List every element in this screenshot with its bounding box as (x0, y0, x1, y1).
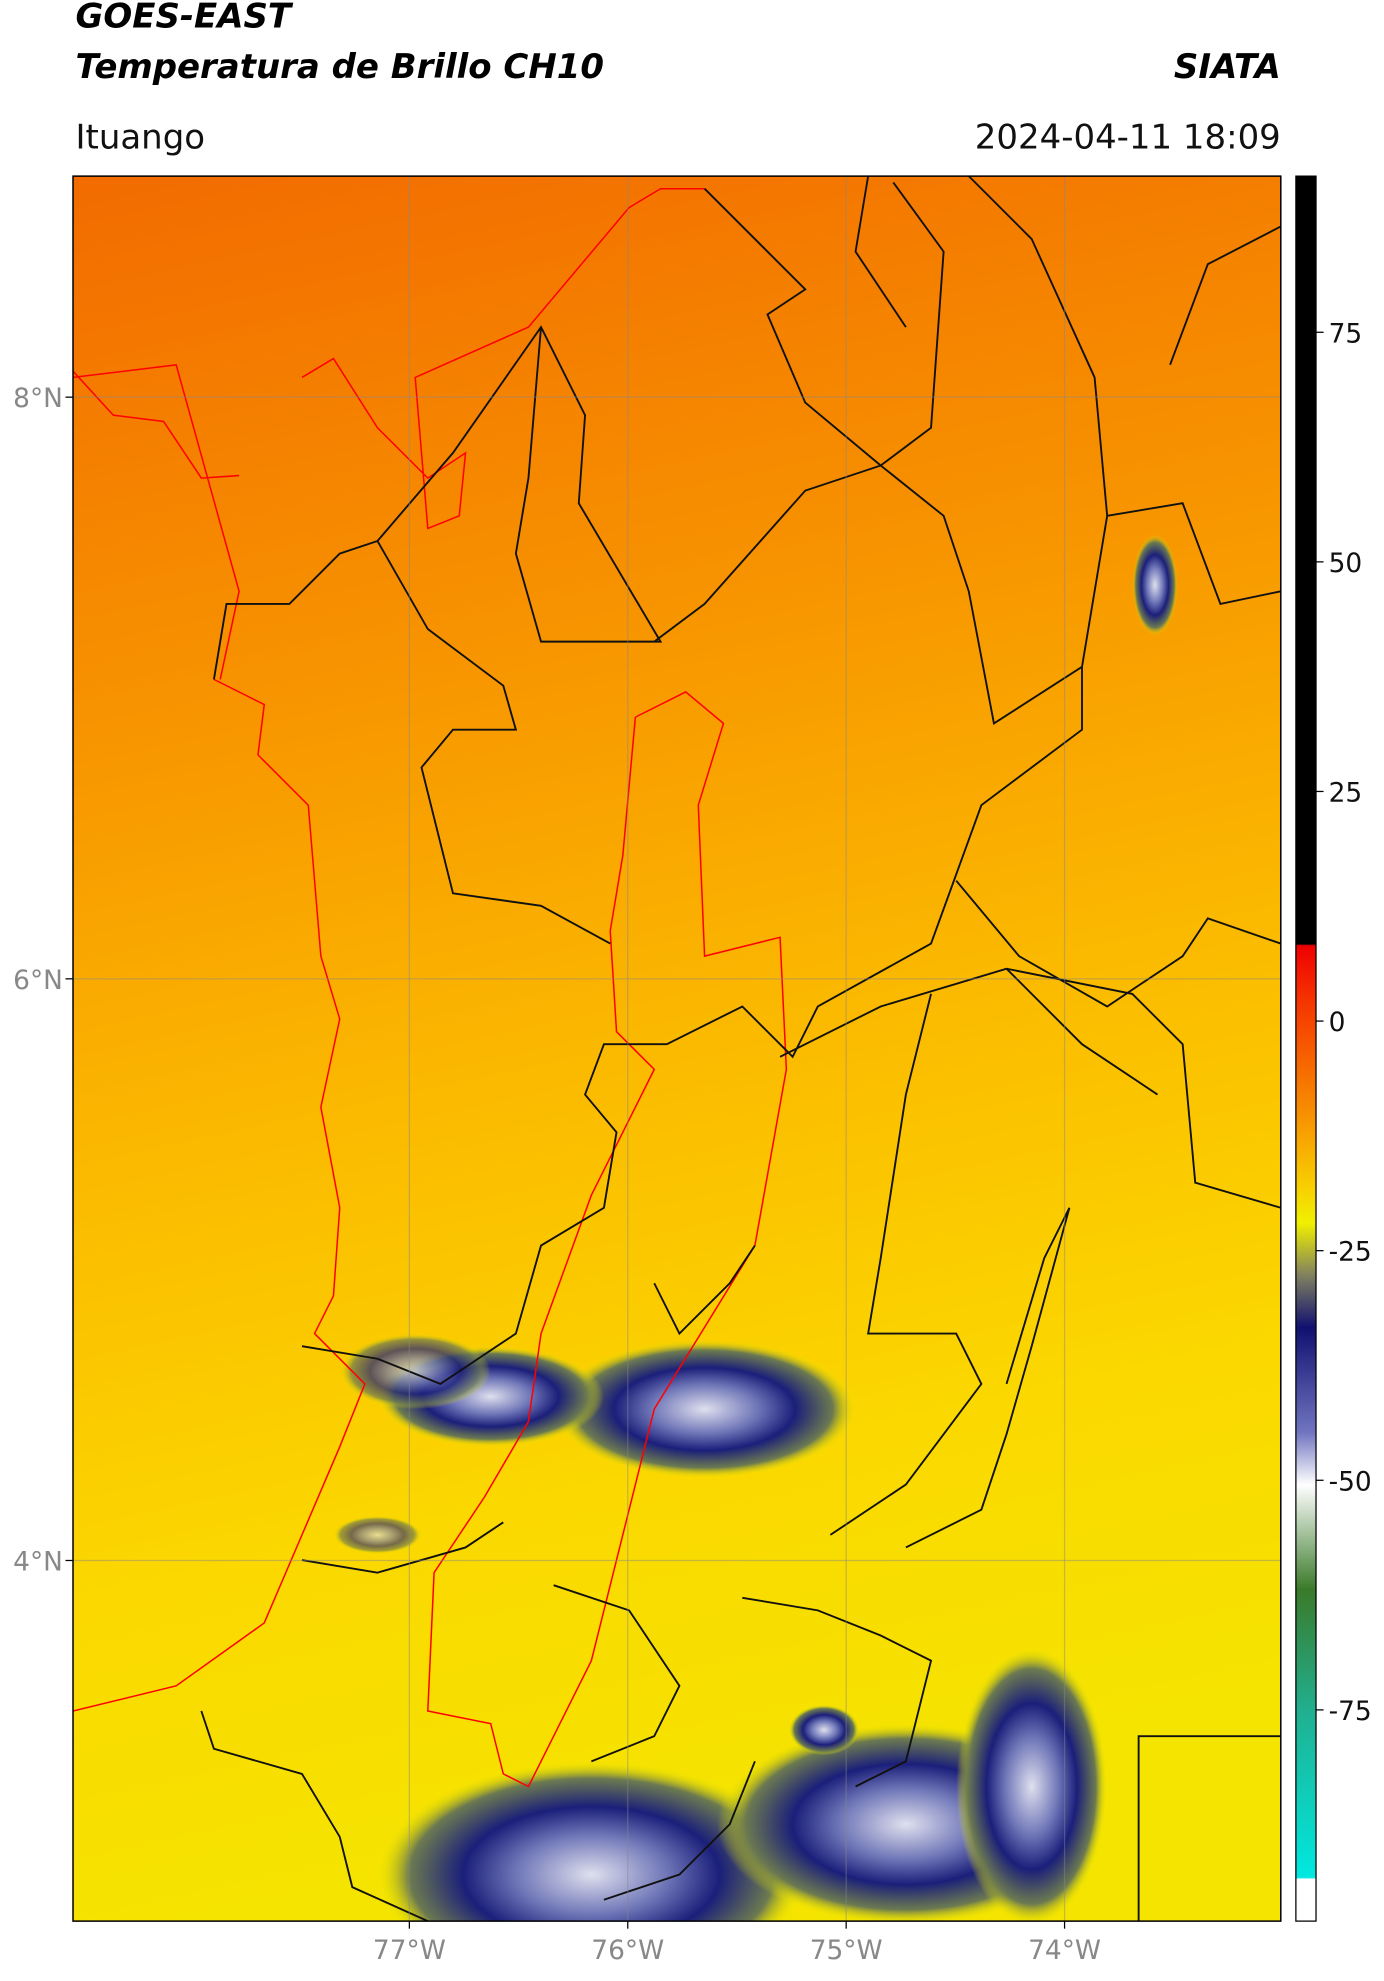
map-image (73, 176, 1281, 1922)
colorbar-tick-label: 0 (1329, 1007, 1346, 1038)
x-tick-label: 76°W (591, 1935, 664, 1966)
colorbar-tick-label: 25 (1329, 778, 1363, 809)
colorbar-tick-label: -75 (1329, 1696, 1372, 1727)
colorbar-tick-label: -25 (1329, 1237, 1372, 1268)
y-tick-label: 6°N (13, 965, 63, 996)
grid (73, 176, 1281, 1922)
datetime: 2024-04-11 18:09 (975, 117, 1281, 157)
title-line1: GOES-EAST (76, 0, 294, 37)
map-frame (72, 175, 1282, 1922)
y-tick-label: 4°N (13, 1547, 63, 1578)
organization: SIATA (1174, 47, 1281, 87)
x-tick-label: 77°W (373, 1935, 446, 1966)
title-line2: Temperatura de Brillo CH10 (76, 47, 604, 87)
colorbar-tick-label: 75 (1329, 318, 1363, 349)
colorbar-tick-label: 50 (1329, 548, 1363, 579)
colorbar (1295, 175, 1317, 1922)
x-tick-label: 75°W (810, 1935, 883, 1966)
colorbar-tick-label: -50 (1329, 1466, 1372, 1497)
location: Ituango (76, 117, 206, 157)
x-tick-label: 74°W (1028, 1935, 1101, 1966)
y-tick-label: 8°N (13, 383, 63, 414)
